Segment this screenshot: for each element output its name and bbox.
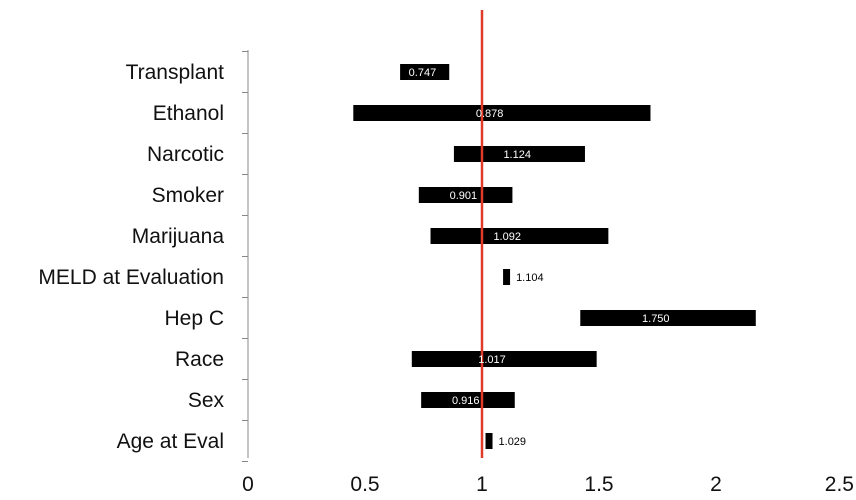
bar-value-label: 1.104 bbox=[516, 272, 544, 284]
bar-value-label: 1.017 bbox=[478, 354, 506, 366]
interval-bar bbox=[418, 187, 513, 203]
category-label: Ethanol bbox=[153, 102, 224, 125]
bar-value-label: 0.916 bbox=[452, 395, 480, 407]
interval-bar bbox=[485, 433, 493, 449]
category-label: Narcotic bbox=[147, 143, 224, 166]
x-tick-label: 2.5 bbox=[825, 473, 854, 496]
interval-bars bbox=[353, 64, 756, 449]
category-label: Age at Eval bbox=[117, 430, 224, 453]
category-label: Sex bbox=[188, 389, 225, 412]
y-axis-ticks bbox=[242, 51, 248, 462]
interval-bar bbox=[503, 269, 511, 285]
x-tick-label: 1 bbox=[476, 473, 488, 496]
interval-bar bbox=[430, 228, 609, 244]
bar-value-label: 0.901 bbox=[450, 190, 478, 202]
x-tick-label: 1.5 bbox=[584, 473, 613, 496]
bar-value-label: 1.750 bbox=[642, 313, 670, 325]
category-label: MELD at Evaluation bbox=[38, 266, 224, 289]
category-label: Smoker bbox=[152, 184, 224, 207]
bar-value-label: 0.878 bbox=[476, 108, 504, 120]
interval-bar bbox=[580, 310, 756, 326]
bar-value-label: 1.124 bbox=[503, 149, 531, 161]
x-tick-label: 0 bbox=[242, 473, 254, 496]
interval-bar bbox=[353, 105, 651, 121]
interval-bar bbox=[453, 146, 585, 162]
category-label: Transplant bbox=[126, 61, 225, 84]
interval-bar bbox=[411, 351, 597, 367]
bar-value-label: 0.747 bbox=[409, 67, 437, 79]
bar-value-label: 1.092 bbox=[493, 231, 521, 243]
x-tick-label: 2 bbox=[710, 473, 722, 496]
bar-value-label: 1.029 bbox=[499, 436, 527, 448]
category-label: Race bbox=[175, 348, 224, 371]
category-labels: Transplant Ethanol Narcotic Smoker Marijuana… bbox=[38, 61, 224, 453]
category-label: Marijuana bbox=[132, 225, 225, 248]
x-tick-labels: 0 0.5 1 1.5 2 2.5 bbox=[242, 473, 854, 496]
interval-bar bbox=[421, 392, 515, 408]
category-label: Hep C bbox=[164, 307, 224, 330]
bar-value-labels: 0.747 0.878 1.124 0.901 1.092 1.104 1.750 1.017… bbox=[409, 67, 670, 448]
x-tick-label: 0.5 bbox=[350, 473, 379, 496]
interval-bar bbox=[400, 64, 450, 80]
